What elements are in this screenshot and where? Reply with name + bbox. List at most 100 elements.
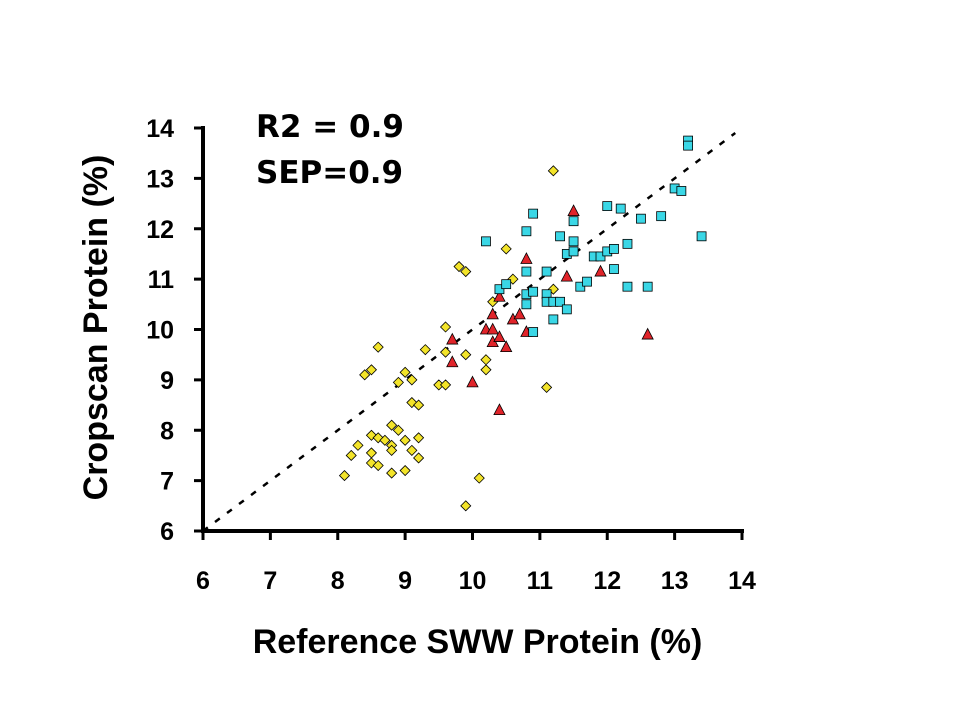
data-point-square xyxy=(609,264,619,274)
ticks-layer: 6 7 8 9 10 11 12 13 14 6 7 8 9 10 11 12 13 14 xyxy=(146,115,756,595)
r2-annotation: R2 = 0.9 xyxy=(256,109,404,145)
data-point-diamond xyxy=(372,341,384,353)
data-point-diamond xyxy=(413,399,425,411)
data-point-square xyxy=(568,236,579,247)
data-point-triangle xyxy=(493,403,506,416)
data-point-square xyxy=(602,201,613,211)
data-point-triangle xyxy=(500,340,513,353)
data-point-square xyxy=(696,231,707,242)
data-point-square xyxy=(528,208,539,219)
x-tick-label: 7 xyxy=(263,567,277,595)
data-point-square xyxy=(676,186,687,196)
data-point-square xyxy=(609,243,619,254)
x-tick-label: 13 xyxy=(661,567,689,595)
data-point-triangle xyxy=(641,327,654,340)
data-point-diamond xyxy=(439,379,452,391)
data-point-diamond xyxy=(359,369,371,381)
data-point-square xyxy=(683,140,693,151)
data-point-triangle xyxy=(567,204,580,217)
data-point-square xyxy=(501,279,512,290)
data-point-triangle xyxy=(594,264,607,277)
data-point-diamond xyxy=(399,366,411,378)
data-point-diamond xyxy=(453,260,465,273)
data-point-diamond xyxy=(480,354,492,366)
data-point-diamond xyxy=(399,434,411,446)
data-point-diamond xyxy=(365,447,378,459)
data-points-layer xyxy=(338,135,707,512)
data-point-triangle xyxy=(560,269,573,282)
y-tick-label: 6 xyxy=(160,518,174,546)
data-point-diamond xyxy=(372,459,384,472)
data-point-diamond xyxy=(392,376,404,388)
data-point-diamond xyxy=(460,500,472,512)
data-point-square xyxy=(555,231,565,242)
data-point-diamond xyxy=(547,165,559,177)
data-point-diamond xyxy=(419,344,431,356)
data-point-square xyxy=(622,281,633,292)
sep-annotation: SEP=0.9 xyxy=(256,155,403,191)
data-point-square xyxy=(528,286,539,297)
x-tick-label: 11 xyxy=(527,567,554,595)
data-point-diamond xyxy=(399,464,411,477)
x-axis-title: Reference SWW Protein (%) xyxy=(253,623,703,661)
data-point-square xyxy=(656,211,667,222)
data-point-triangle xyxy=(486,307,499,320)
y-tick-label: 10 xyxy=(146,317,174,345)
y-tick-label: 14 xyxy=(146,115,174,143)
data-point-square xyxy=(494,284,505,295)
data-point-diamond xyxy=(392,424,404,436)
data-point-triangle xyxy=(466,375,479,388)
y-axis-title: Cropscan Protein (%) xyxy=(77,155,115,501)
data-point-square xyxy=(548,314,559,325)
data-point-diamond xyxy=(439,321,452,333)
x-tick-label: 9 xyxy=(398,567,412,595)
y-tick-label: 12 xyxy=(146,216,174,244)
x-tick-label: 10 xyxy=(459,567,487,595)
data-point-diamond xyxy=(413,452,425,464)
data-point-diamond xyxy=(541,381,553,393)
data-point-diamond xyxy=(500,243,512,255)
y-tick-label: 7 xyxy=(160,468,174,496)
data-point-triangle xyxy=(520,252,533,264)
x-tick-label: 6 xyxy=(196,567,210,595)
data-point-diamond xyxy=(365,364,378,376)
data-point-square xyxy=(642,281,653,292)
data-point-diamond xyxy=(345,449,357,462)
data-point-square xyxy=(541,266,552,277)
data-point-diamond xyxy=(406,444,418,456)
x-tick-label: 12 xyxy=(593,567,621,595)
data-point-diamond xyxy=(406,374,418,386)
data-point-diamond xyxy=(352,439,364,451)
data-point-triangle xyxy=(493,330,506,342)
data-point-square xyxy=(636,213,646,224)
data-point-diamond xyxy=(480,364,492,376)
data-point-square xyxy=(481,236,491,247)
data-point-square xyxy=(555,296,565,307)
reference-line-layer xyxy=(202,132,737,533)
y-tick-label: 9 xyxy=(160,367,174,395)
x-tick-label: 14 xyxy=(728,567,756,595)
data-point-diamond xyxy=(338,470,351,482)
x-tick-label: 8 xyxy=(331,567,345,595)
data-point-square xyxy=(582,276,592,287)
data-point-square xyxy=(595,251,606,262)
data-point-diamond xyxy=(460,349,472,361)
data-point-square xyxy=(528,327,539,337)
y-tick-label: 13 xyxy=(146,165,174,193)
data-point-square xyxy=(521,226,532,237)
data-point-diamond xyxy=(413,432,425,444)
data-point-diamond xyxy=(386,467,398,479)
data-point-triangle xyxy=(446,332,459,345)
data-point-square xyxy=(575,281,586,292)
data-point-square xyxy=(561,304,572,315)
data-point-diamond xyxy=(379,434,391,446)
data-point-triangle xyxy=(513,307,526,320)
data-point-triangle xyxy=(493,289,506,302)
data-point-triangle xyxy=(486,322,499,335)
data-point-square xyxy=(521,299,532,310)
y-tick-label: 8 xyxy=(160,417,174,445)
data-point-diamond xyxy=(439,346,452,358)
data-point-square xyxy=(622,238,633,249)
data-point-square xyxy=(521,266,532,277)
y-tick-label: 11 xyxy=(148,266,175,294)
